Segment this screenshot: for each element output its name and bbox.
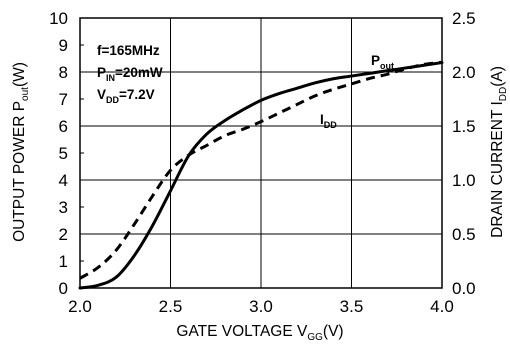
condition-drain-voltage-tail: =7.2V <box>119 87 155 102</box>
condition-drain-voltage: VDD=7.2V <box>97 87 155 105</box>
x-tick-label: 3.0 <box>249 297 273 316</box>
y-left-tick-label: 4 <box>59 171 68 190</box>
y-left-tick-label: 1 <box>59 252 68 271</box>
x-axis-label-unit: (V) <box>323 323 344 340</box>
y-right-axis-label-sub: DD <box>498 87 509 101</box>
y-right-axis-label-main: DRAIN CURRENT I <box>489 101 506 238</box>
series-label-idd: IDD <box>320 112 337 130</box>
y-left-tick-label: 9 <box>59 36 68 55</box>
series-layer <box>78 60 444 290</box>
y-left-tick-label: 7 <box>59 90 68 109</box>
y-right-axis-label: DRAIN CURRENT IDD(A) <box>489 66 509 238</box>
y-left-tick-label: 8 <box>59 63 68 82</box>
condition-drain-voltage-sub: DD <box>106 95 119 105</box>
y-left-axis-label: OUTPUT POWER Pout(W) <box>11 62 31 242</box>
y-left-tick-label: 0 <box>59 279 68 298</box>
y-left-tick-label: 6 <box>59 117 68 136</box>
series-label-pout-sub: out <box>380 61 394 71</box>
y-left-axis-label-unit: (W) <box>11 62 28 87</box>
condition-input-power-main: P <box>97 65 106 80</box>
y-right-tick-label: 2.5 <box>452 9 476 28</box>
y-right-tick-label: 0.0 <box>452 279 476 298</box>
condition-frequency: f=165MHz <box>97 43 160 58</box>
x-tick-label: 4.0 <box>430 297 454 316</box>
series-label-pout-main: P <box>371 53 380 68</box>
y-left-tick-label: 3 <box>59 198 68 217</box>
y-right-tick-label: 0.5 <box>452 225 476 244</box>
y-left-axis-label-main: OUTPUT POWER P <box>11 101 28 242</box>
y-right-tick-label: 2.0 <box>452 63 476 82</box>
x-tick-label: 2.0 <box>68 297 92 316</box>
condition-input-power-sub: IN <box>106 73 115 83</box>
condition-input-power-tail: =20mW <box>115 65 163 80</box>
series-label-idd-main: I <box>320 112 324 127</box>
condition-frequency-main: f=165MHz <box>97 43 160 58</box>
y-right-tick-label: 1.0 <box>452 171 476 190</box>
x-tick-label: 3.5 <box>340 297 364 316</box>
y-left-tick-label: 10 <box>49 9 68 28</box>
y-right-tick-label: 1.5 <box>452 117 476 136</box>
x-axis-label-sub: GG <box>307 332 323 343</box>
series-label-pout: Pout <box>371 53 394 71</box>
y-left-tick-label: 5 <box>59 144 68 163</box>
condition-drain-voltage-main: V <box>97 87 106 102</box>
series-line-idd <box>79 60 443 280</box>
series-label-idd-sub: DD <box>324 120 337 130</box>
x-axis-label-main: GATE VOLTAGE V <box>176 323 308 340</box>
x-tick-label: 2.5 <box>159 297 183 316</box>
grid <box>80 18 442 288</box>
y-left-axis-label-sub: out <box>20 87 31 101</box>
condition-input-power: PIN=20mW <box>97 65 163 83</box>
y-right-axis-label-unit: (A) <box>489 66 506 87</box>
x-axis-label: GATE VOLTAGE VGG(V) <box>176 323 343 343</box>
series-line-pout <box>78 61 444 290</box>
y-left-tick-label: 2 <box>59 225 68 244</box>
ticks: 2.0 2.5 3.0 3.5 4.0 0 1 2 3 4 5 6 7 8 9 10 0.0 0.5 1.0 1.5 2… <box>49 9 476 316</box>
